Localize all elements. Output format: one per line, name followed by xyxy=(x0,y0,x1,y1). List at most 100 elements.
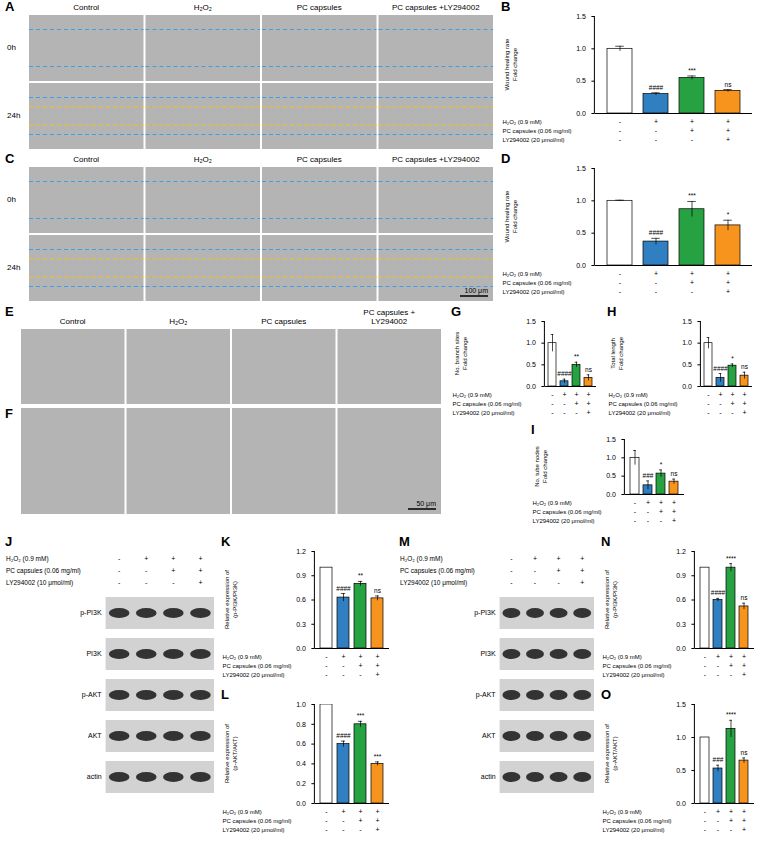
svg-text:-: - xyxy=(634,517,637,524)
svg-text:1.0: 1.0 xyxy=(676,734,686,741)
svg-text:1.5: 1.5 xyxy=(606,436,616,443)
svg-text:####: #### xyxy=(711,589,726,596)
svg-text:PC capsules +: PC capsules + xyxy=(363,308,415,317)
svg-text:***: *** xyxy=(374,753,382,760)
svg-text:H₂O₂ (0.9 mM): H₂O₂ (0.9 mM) xyxy=(533,500,572,506)
svg-text:-: - xyxy=(619,136,622,143)
svg-text:****: **** xyxy=(726,555,737,562)
svg-text:+: + xyxy=(730,400,734,407)
svg-text:+: + xyxy=(580,567,584,574)
svg-text:+: + xyxy=(742,826,746,833)
svg-text:####: #### xyxy=(557,370,572,377)
svg-text:+: + xyxy=(690,127,694,134)
svg-text:1.2: 1.2 xyxy=(296,548,306,555)
svg-text:+: + xyxy=(586,400,590,407)
svg-text:+: + xyxy=(730,391,734,398)
svg-text:ns: ns xyxy=(741,594,749,601)
svg-text:0.6: 0.6 xyxy=(676,596,686,603)
svg-text:0.6: 0.6 xyxy=(296,740,306,747)
svg-text:PI3K: PI3K xyxy=(86,650,102,657)
svg-text:-: - xyxy=(342,671,345,678)
svg-text:-: - xyxy=(563,400,566,407)
svg-text:1.0: 1.0 xyxy=(526,339,536,346)
svg-text:PC capsules (0.06 mg/ml): PC capsules (0.06 mg/ml) xyxy=(223,663,292,669)
svg-text:+: + xyxy=(198,579,202,586)
svg-text:+: + xyxy=(171,555,175,562)
svg-text:p-AKT: p-AKT xyxy=(476,691,497,699)
svg-text:LY294002: LY294002 xyxy=(371,317,407,326)
svg-text:-: - xyxy=(704,817,707,824)
svg-text:-: - xyxy=(655,127,658,134)
svg-text:1.5: 1.5 xyxy=(526,318,536,325)
svg-text:-: - xyxy=(647,517,650,524)
svg-text:+: + xyxy=(718,391,722,398)
svg-text:+: + xyxy=(742,409,746,416)
svg-text:0.3: 0.3 xyxy=(676,620,686,627)
svg-text:+: + xyxy=(198,555,202,562)
svg-text:+: + xyxy=(726,288,730,295)
svg-text:LY294002 (20 μmol/ml): LY294002 (20 μmol/ml) xyxy=(603,672,665,678)
svg-text:-: - xyxy=(510,555,513,562)
svg-text:1.0: 1.0 xyxy=(296,701,306,708)
svg-text:+: + xyxy=(654,270,658,277)
svg-text:+: + xyxy=(562,391,566,398)
svg-text:0.0: 0.0 xyxy=(296,645,306,652)
svg-text:ns: ns xyxy=(741,363,749,370)
svg-text:Relative expression of: Relative expression of xyxy=(224,570,230,629)
svg-text:-: - xyxy=(660,517,663,524)
svg-text:-: - xyxy=(563,409,566,416)
svg-text:+: + xyxy=(742,653,746,660)
svg-text:1.2: 1.2 xyxy=(676,548,686,555)
svg-text:-: - xyxy=(118,567,121,574)
svg-text:-: - xyxy=(730,826,733,833)
svg-text:24h: 24h xyxy=(7,111,20,120)
svg-text:H₂O₂: H₂O₂ xyxy=(169,317,187,326)
svg-text:0.5: 0.5 xyxy=(576,77,586,84)
svg-text:1.5: 1.5 xyxy=(682,318,692,325)
svg-text:-: - xyxy=(655,288,658,295)
svg-text:LY294002 (20 μmol/ml): LY294002 (20 μmol/ml) xyxy=(609,410,671,416)
svg-text:PC capsules (0.06 mg/ml): PC capsules (0.06 mg/ml) xyxy=(503,128,572,134)
svg-text:-: - xyxy=(510,567,513,574)
svg-text:0.0: 0.0 xyxy=(676,800,686,807)
svg-text:+: + xyxy=(726,118,730,125)
svg-text:1.5: 1.5 xyxy=(676,701,686,708)
svg-text:-: - xyxy=(145,579,148,586)
svg-text:LY294002 (10 μmol/ml): LY294002 (10 μmol/ml) xyxy=(6,579,73,587)
svg-text:0h: 0h xyxy=(7,195,16,204)
svg-text:+: + xyxy=(574,391,578,398)
svg-text:+: + xyxy=(726,270,730,277)
svg-text:-: - xyxy=(619,288,622,295)
svg-text:+: + xyxy=(341,808,345,815)
svg-text:Fold change: Fold change xyxy=(512,47,518,81)
svg-text:ns: ns xyxy=(671,470,679,477)
svg-text:PC capsules: PC capsules xyxy=(261,317,306,326)
svg-text:Relative expression of: Relative expression of xyxy=(604,724,610,783)
svg-text:-: - xyxy=(325,662,328,669)
svg-text:-: - xyxy=(655,279,658,286)
svg-text:0.6: 0.6 xyxy=(296,596,306,603)
svg-text:LY294002 (20 μmol/ml): LY294002 (20 μmol/ml) xyxy=(603,827,665,833)
svg-text:p-AKT: p-AKT xyxy=(82,691,103,699)
svg-text:+: + xyxy=(574,400,578,407)
svg-text:LY294002 (10 μmol/ml): LY294002 (10 μmol/ml) xyxy=(400,579,467,587)
svg-text:24h: 24h xyxy=(7,263,20,272)
svg-text:+: + xyxy=(659,508,663,515)
svg-text:Fold change: Fold change xyxy=(462,336,468,370)
svg-text:+: + xyxy=(742,808,746,815)
svg-text:AKT: AKT xyxy=(482,732,496,739)
svg-text:+: + xyxy=(375,817,379,824)
svg-text:PC capsules (0.06 mg/ml): PC capsules (0.06 mg/ml) xyxy=(503,280,572,286)
svg-text:####: #### xyxy=(336,585,351,592)
svg-text:+: + xyxy=(742,817,746,824)
svg-text:100 μm: 100 μm xyxy=(465,287,489,295)
svg-text:+: + xyxy=(742,662,746,669)
svg-text:0.5: 0.5 xyxy=(676,767,686,774)
svg-text:-: - xyxy=(342,662,345,669)
svg-text:+: + xyxy=(358,662,362,669)
svg-text:-: - xyxy=(691,288,694,295)
svg-text:+: + xyxy=(646,499,650,506)
svg-text:+: + xyxy=(742,400,746,407)
svg-text:-: - xyxy=(707,391,710,398)
svg-text:####: #### xyxy=(649,84,664,91)
